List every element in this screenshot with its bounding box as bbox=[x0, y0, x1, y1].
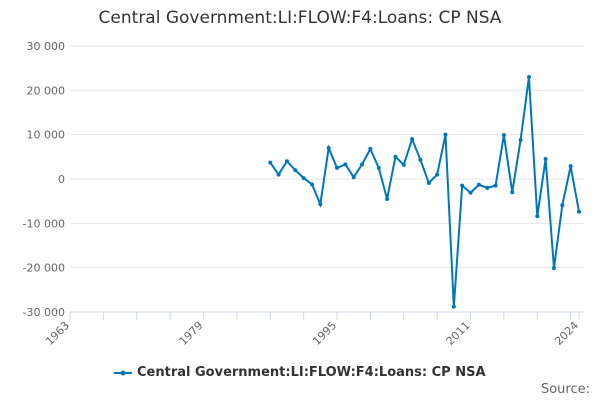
series-line bbox=[269, 76, 580, 307]
data-point bbox=[393, 154, 398, 159]
legend-item[interactable]: Central Government:LI:FLOW:F4:Loans: CP … bbox=[0, 365, 600, 380]
data-point bbox=[476, 182, 481, 187]
data-point bbox=[309, 182, 314, 187]
data-point bbox=[501, 133, 506, 138]
data-point bbox=[460, 183, 465, 188]
data-point bbox=[410, 137, 415, 142]
data-point bbox=[326, 145, 331, 150]
x-tick-label: 1979 bbox=[177, 319, 206, 348]
data-point bbox=[485, 185, 490, 190]
data-point bbox=[451, 304, 456, 309]
data-point bbox=[568, 164, 573, 169]
y-tick-label: 30 000 bbox=[27, 40, 66, 53]
data-point bbox=[268, 160, 273, 165]
x-tick-label: 2011 bbox=[444, 319, 473, 348]
data-point bbox=[276, 172, 281, 177]
data-point bbox=[368, 146, 373, 151]
data-point bbox=[577, 209, 581, 214]
y-tick-label: -30 000 bbox=[23, 306, 65, 319]
legend-label: Central Government:LI:FLOW:F4:Loans: CP … bbox=[137, 365, 486, 380]
x-tick-label: 2024 bbox=[552, 319, 581, 348]
x-tick-label: 1995 bbox=[310, 319, 339, 348]
data-point bbox=[418, 157, 423, 162]
data-point bbox=[351, 175, 356, 180]
legend-marker-icon bbox=[114, 370, 133, 375]
y-tick-label: 20 000 bbox=[27, 84, 66, 97]
data-point bbox=[543, 157, 548, 162]
chart-title: Central Government:LI:FLOW:F4:Loans: CP … bbox=[98, 8, 502, 28]
data-point bbox=[560, 203, 565, 208]
data-point bbox=[401, 162, 406, 167]
data-point bbox=[318, 202, 323, 207]
data-point bbox=[551, 266, 556, 271]
data-point bbox=[518, 137, 523, 142]
data-point bbox=[293, 168, 298, 173]
data-point bbox=[435, 172, 440, 177]
data-point bbox=[493, 183, 498, 188]
data-point bbox=[301, 176, 306, 181]
y-tick-label: 10 000 bbox=[27, 129, 66, 142]
source-label: Source: bbox=[540, 382, 590, 397]
data-point bbox=[468, 190, 473, 195]
data-point bbox=[343, 162, 348, 167]
data-point bbox=[376, 165, 381, 170]
data-point bbox=[510, 190, 515, 195]
data-point bbox=[426, 180, 431, 185]
data-point bbox=[535, 214, 540, 219]
x-tick-label: 1963 bbox=[43, 319, 72, 348]
data-point bbox=[284, 159, 289, 164]
data-point bbox=[360, 162, 365, 167]
data-point bbox=[443, 132, 448, 137]
y-tick-label: -10 000 bbox=[23, 217, 65, 230]
data-point bbox=[335, 165, 340, 170]
data-point bbox=[526, 75, 531, 80]
y-tick-label: -20 000 bbox=[23, 262, 65, 275]
data-point bbox=[385, 196, 390, 201]
y-tick-label: 0 bbox=[58, 173, 65, 186]
